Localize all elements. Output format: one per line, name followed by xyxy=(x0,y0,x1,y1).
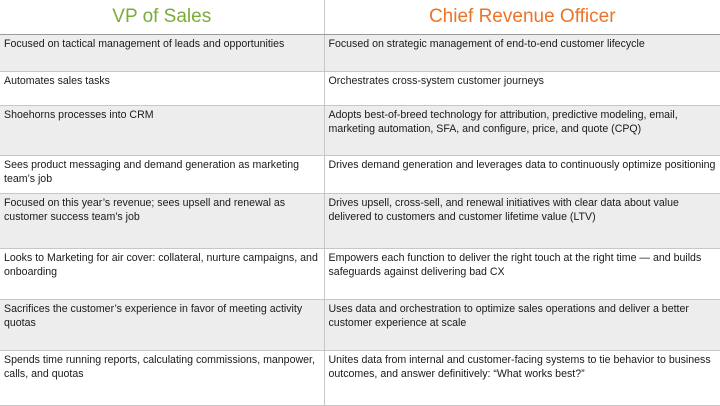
table-row: Sees product messaging and demand genera… xyxy=(0,155,720,194)
vp-sales-cell: Automates sales tasks xyxy=(0,71,325,106)
table-row: Sacrifices the customer’s experience in … xyxy=(0,299,720,351)
table-row: Shoehorns processes into CRM Adopts best… xyxy=(0,105,720,156)
cro-cell: Orchestrates cross-system customer journ… xyxy=(324,71,720,106)
vp-sales-cell: Focused on tactical management of leads … xyxy=(0,34,325,72)
vp-sales-cell: Focused on this year’s revenue; sees ups… xyxy=(0,193,325,249)
cro-cell: Focused on strategic management of end-t… xyxy=(324,34,720,72)
table-row: Focused on tactical management of leads … xyxy=(0,34,720,72)
table-row: Spends time running reports, calculating… xyxy=(0,350,720,406)
table-row: Looks to Marketing for air cover: collat… xyxy=(0,248,720,300)
table-row: Automates sales tasks Orchestrates cross… xyxy=(0,71,720,106)
cro-cell: Empowers each function to deliver the ri… xyxy=(324,248,720,300)
vp-sales-cell: Sacrifices the customer’s experience in … xyxy=(0,299,325,351)
cro-cell: Drives upsell, cross-sell, and renewal i… xyxy=(324,193,720,249)
cro-cell: Drives demand generation and leverages d… xyxy=(324,155,720,194)
vp-of-sales-header: VP of Sales xyxy=(0,0,325,35)
vp-sales-cell: Sees product messaging and demand genera… xyxy=(0,155,325,194)
vp-sales-cell: Looks to Marketing for air cover: collat… xyxy=(0,248,325,300)
cro-cell: Adopts best-of-breed technology for attr… xyxy=(324,105,720,156)
chief-revenue-officer-header: Chief Revenue Officer xyxy=(324,0,720,35)
header-row: VP of Sales Chief Revenue Officer xyxy=(0,0,720,35)
cro-cell: Unites data from internal and customer-f… xyxy=(324,350,720,406)
vp-sales-cell: Shoehorns processes into CRM xyxy=(0,105,325,156)
table-row: Focused on this year’s revenue; sees ups… xyxy=(0,193,720,249)
vp-sales-cell: Spends time running reports, calculating… xyxy=(0,350,325,406)
cro-cell: Uses data and orchestration to optimize … xyxy=(324,299,720,351)
